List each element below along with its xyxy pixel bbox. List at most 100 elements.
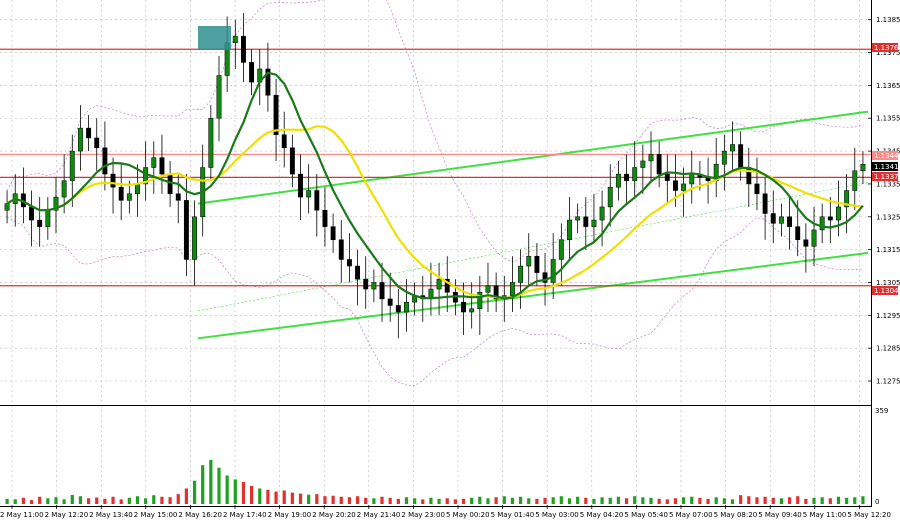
candle xyxy=(322,187,328,247)
candle-body xyxy=(94,137,100,149)
candle-body xyxy=(575,216,581,221)
candle xyxy=(534,243,540,286)
time-tick-label: 5 May 00:20 xyxy=(446,511,490,519)
candle-body xyxy=(395,305,401,313)
candle xyxy=(363,256,369,309)
volume-bar xyxy=(13,499,17,504)
candle-body xyxy=(135,183,140,195)
candle-body xyxy=(656,154,662,175)
time-tick-label: 2 May 20:20 xyxy=(312,511,356,519)
volume-bar xyxy=(201,465,205,504)
candle xyxy=(232,19,238,69)
candle-body xyxy=(102,147,108,175)
candle-body xyxy=(265,68,271,96)
volume-bar xyxy=(38,496,42,504)
price-tag-1376: 1.1376 xyxy=(872,43,899,52)
price-tick-label: 1.1365 xyxy=(876,82,900,90)
volume-bar xyxy=(861,496,865,504)
price-tag-1337: 1.1337 xyxy=(872,172,899,181)
candle-body xyxy=(216,75,222,119)
candle xyxy=(118,164,124,221)
candle xyxy=(159,134,165,194)
candle xyxy=(640,144,646,194)
candle xyxy=(192,200,197,286)
volume-bar xyxy=(657,498,661,504)
volume-bars xyxy=(5,459,865,504)
price-tick-label: 1.1335 xyxy=(876,180,900,188)
candle xyxy=(762,177,768,240)
volume-bar xyxy=(543,497,547,504)
volume-bar xyxy=(853,497,857,504)
candle-body xyxy=(526,255,532,267)
volume-bar xyxy=(722,498,726,504)
volume-bar xyxy=(225,475,229,504)
candle-body xyxy=(436,278,442,290)
candle xyxy=(493,272,499,313)
candle xyxy=(265,42,271,112)
candle-body xyxy=(404,301,409,313)
candle-body xyxy=(730,144,735,152)
candle xyxy=(314,174,320,237)
candle-body xyxy=(787,216,793,227)
volume-bar xyxy=(592,498,596,504)
candle-body xyxy=(159,157,165,175)
candle-body xyxy=(241,35,246,63)
volume-bar xyxy=(347,497,352,504)
volume-bar xyxy=(730,499,735,504)
volume-bar xyxy=(771,497,775,504)
volume-bar xyxy=(144,498,148,504)
volume-bar xyxy=(836,496,841,504)
volume-bar xyxy=(518,496,523,504)
time-tick-label: 2 May 11:00 xyxy=(0,511,44,519)
volume-bar xyxy=(535,498,539,504)
candle xyxy=(550,233,556,299)
time-tick-label: 5 May 12:20 xyxy=(847,511,891,519)
candle xyxy=(624,154,629,204)
volume-bar xyxy=(494,497,498,504)
candle xyxy=(656,141,662,188)
candle-body xyxy=(860,163,866,172)
candle-body xyxy=(444,278,450,293)
channel-mid-line xyxy=(197,181,869,312)
candle xyxy=(151,141,157,194)
price-tick-label: 1.1325 xyxy=(876,213,900,221)
candle-body xyxy=(803,239,809,247)
candle xyxy=(819,203,825,244)
candle-body xyxy=(485,285,491,293)
bollinger-bands xyxy=(6,0,863,387)
candle-body xyxy=(86,127,92,139)
time-tick-label: 5 May 05:40 xyxy=(624,511,668,519)
volume-bar xyxy=(103,498,107,504)
price-tick-label: 1.1305 xyxy=(876,279,900,287)
volume-bar xyxy=(502,496,506,504)
candle-body xyxy=(232,35,238,43)
channel-lower-line xyxy=(197,251,869,340)
volume-bar xyxy=(290,492,294,504)
candle-body xyxy=(322,209,328,227)
candle xyxy=(281,111,287,168)
candle-body xyxy=(558,239,564,260)
candle-body xyxy=(192,216,197,260)
volume-bar xyxy=(135,496,140,504)
volume-bar xyxy=(600,497,604,504)
candle-body xyxy=(583,216,589,227)
candle-body xyxy=(289,147,295,175)
candle xyxy=(355,249,361,306)
price-tick-label: 1.1285 xyxy=(876,345,900,353)
candle xyxy=(664,154,670,204)
price-tag-1376-label: 1.1376 xyxy=(874,44,899,52)
volume-bar xyxy=(633,496,637,504)
candle-body xyxy=(770,213,776,224)
candle xyxy=(754,157,760,211)
candle xyxy=(289,134,295,188)
candle xyxy=(591,193,597,244)
volume-bar xyxy=(551,497,555,504)
candle xyxy=(379,262,385,322)
candle xyxy=(827,197,833,244)
candle xyxy=(338,220,344,283)
candle-body xyxy=(461,301,466,313)
volume-bar xyxy=(453,499,457,504)
time-tick-label: 5 May 01:40 xyxy=(491,511,535,519)
volume-bar xyxy=(698,497,702,504)
